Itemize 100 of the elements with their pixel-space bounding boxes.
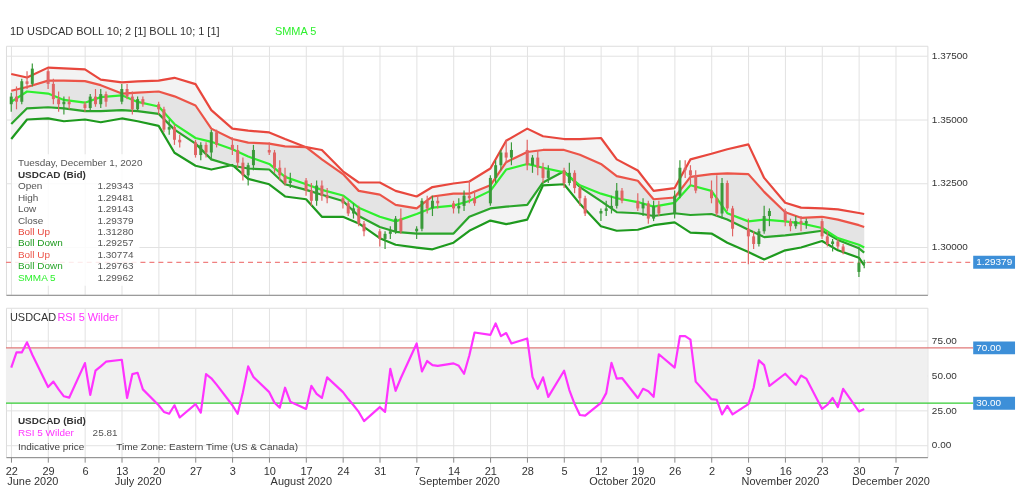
candlestick: [320, 179, 324, 202]
y-tick-label: 75.00: [931, 335, 958, 347]
x-tick-label: 21: [484, 464, 497, 477]
y-tick-label: 50.00: [931, 370, 958, 382]
annotation: 1.29763: [97, 260, 134, 272]
x-tick-label: 14: [447, 464, 461, 477]
x-tick-label: 3: [229, 464, 236, 477]
candlestick: [504, 139, 508, 164]
candlestick: [525, 139, 529, 171]
annotation: 25.81: [92, 427, 118, 439]
y-tick-label: 1.30000: [931, 241, 969, 253]
candlestick: [83, 101, 87, 113]
x2-tick-label: July 2020: [114, 474, 162, 487]
candlestick: [462, 190, 466, 212]
x-tick-label: 20: [153, 464, 166, 477]
candlestick: [99, 88, 103, 109]
candlestick: [715, 174, 719, 217]
candlestick: [93, 88, 97, 108]
candlestick: [383, 230, 387, 250]
annotation: Open: [17, 180, 43, 192]
ref-line-label: 70.00: [976, 341, 1002, 353]
x-tick-label: 24: [337, 464, 350, 477]
candlestick: [673, 190, 677, 220]
candlestick: [499, 149, 503, 171]
y-tick-label: 0.00: [931, 439, 952, 451]
x2-tick-label: June 2020: [7, 474, 59, 487]
candlestick: [646, 200, 650, 225]
x-tick-label: 9: [745, 464, 752, 477]
candlestick: [452, 200, 456, 215]
candlestick: [641, 197, 645, 217]
candlestick: [615, 182, 619, 210]
x2-tick-label: September 2020: [418, 474, 500, 487]
annotation: 1.29379: [97, 214, 134, 226]
x-tick-label: 30: [853, 464, 866, 477]
annotation: 1.29257: [97, 237, 134, 249]
text: Boll Up: [17, 248, 51, 260]
candlestick: [688, 164, 692, 187]
text: Boll Up: [17, 226, 51, 238]
y-tick-label: 1.32500: [931, 177, 969, 189]
x-tick-label: 27: [189, 464, 203, 477]
candlestick: [25, 70, 29, 90]
y-tick-label: 1.37500: [931, 50, 969, 62]
candlestick: [309, 182, 313, 207]
x-tick-label: 28: [521, 464, 534, 477]
candlestick: [315, 179, 319, 207]
text: Boll Down: [17, 237, 63, 249]
annotation: USDCAD (Bid): [17, 415, 86, 427]
candlestick: [51, 78, 55, 105]
x-tick-label: 7: [414, 464, 421, 477]
candlestick: [15, 85, 18, 110]
ref-line-label: 1.29379: [976, 256, 1013, 268]
annotation: 1.29143: [97, 203, 134, 215]
text: SMMA 5: [17, 271, 56, 283]
annotation: Time Zone: Eastern Time (US & Canada): [116, 441, 298, 453]
ref-line-label: 30.00: [976, 397, 1002, 409]
candlestick: [494, 159, 498, 184]
x-tick-label: 23: [816, 464, 829, 477]
x-tick-label: 5: [561, 464, 568, 477]
text: SMMA 5: [274, 24, 317, 37]
annotation: Indicative price: [17, 441, 85, 453]
candlestick: [652, 200, 656, 222]
x-tick-label: 2: [708, 464, 716, 477]
candlestick: [746, 217, 750, 265]
candlestick: [130, 90, 134, 115]
candlestick: [710, 179, 713, 204]
x-tick-label: 19: [632, 464, 645, 477]
candlestick: [283, 167, 287, 187]
chart-title: 1D USDCAD BOLL 10; 2 [1] BOLL 10; 1 [1]: [9, 24, 220, 37]
candlestick: [9, 92, 13, 113]
x2-tick-label: October 2020: [589, 474, 656, 487]
candlestick: [246, 162, 250, 187]
candlestick: [251, 144, 255, 171]
candlestick: [46, 68, 50, 90]
candlestick: [857, 245, 861, 278]
x2-tick-label: August 2020: [270, 474, 333, 487]
candlestick: [30, 62, 34, 88]
candlestick: [799, 215, 803, 232]
annotation: Close: [17, 214, 44, 226]
candlestick: [694, 169, 698, 194]
candlestick: [567, 162, 571, 187]
candlestick: [20, 78, 24, 105]
x-tick-label: 16: [779, 464, 792, 477]
text: Boll Down: [17, 260, 63, 272]
candlestick: [57, 90, 61, 113]
x-tick-label: 13: [116, 464, 129, 477]
annotation: High: [17, 191, 39, 203]
candlestick: [788, 217, 792, 232]
y-tick-label: 25.00: [931, 404, 958, 416]
candlestick: [172, 123, 176, 146]
x-tick-label: 6: [82, 464, 89, 477]
x-tick-label: 10: [263, 464, 276, 477]
candlestick: [120, 83, 124, 105]
candlestick: [357, 205, 361, 227]
annotation: Tuesday, December 1, 2020: [17, 157, 143, 169]
candlestick: [399, 207, 403, 235]
candlestick: [731, 205, 735, 237]
candlestick: [573, 169, 577, 194]
annotation: USDCAD (Bid): [17, 168, 86, 180]
candlestick: [583, 195, 587, 217]
candlestick: [509, 141, 513, 166]
